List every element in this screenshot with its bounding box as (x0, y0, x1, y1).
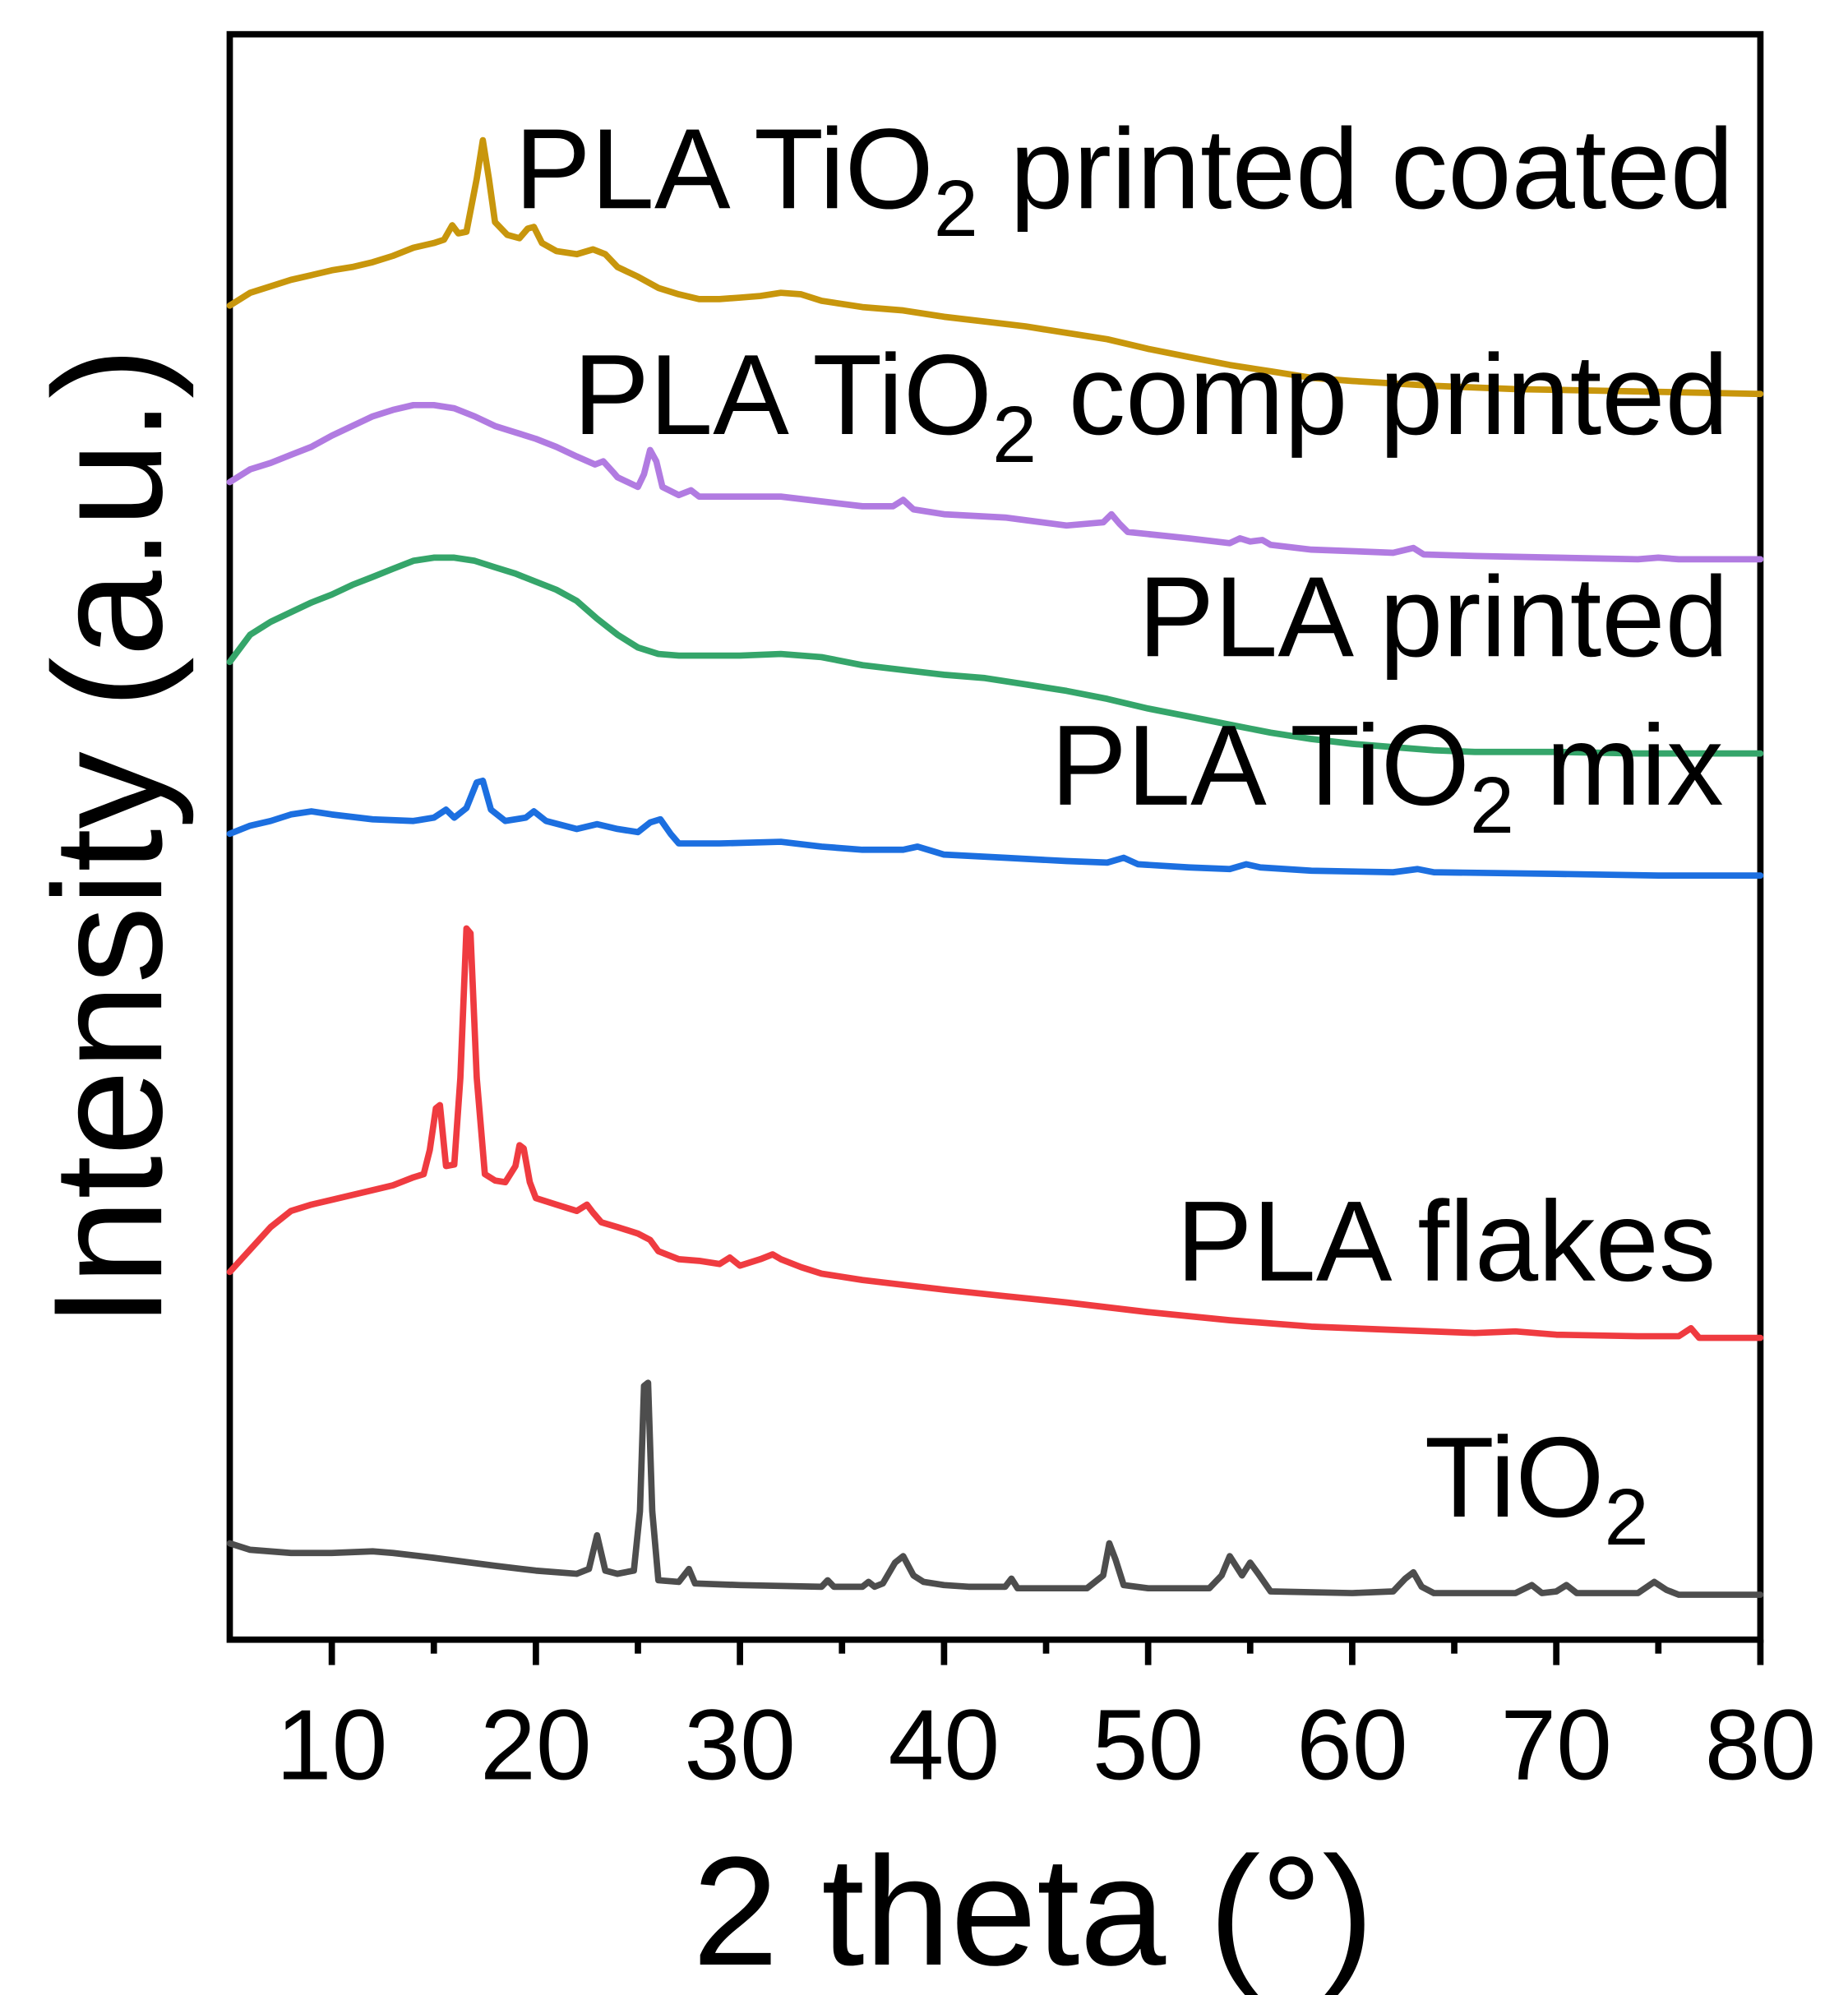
series-line-3 (226, 554, 1764, 757)
series-line-4 (226, 401, 1764, 563)
x-tick-label: 60 (1296, 1689, 1408, 1801)
series-layer (226, 136, 1764, 1598)
series-label-1: PLA flakes (1176, 1178, 1716, 1305)
plot-frame (226, 30, 1764, 1643)
plot-area (226, 30, 1764, 1643)
series-label-subscript: 2 (1470, 760, 1514, 850)
y-axis-title: Intensity (a.u.) (21, 347, 194, 1328)
x-axis-title: 2 theta (°) (692, 1824, 1374, 1995)
series-label-rest: mix (1514, 702, 1724, 829)
series-label-main: PLA TiO (1051, 702, 1470, 829)
series-label-main: PLA printed (1138, 553, 1728, 681)
series-label-3: PLA printed (1138, 553, 1728, 681)
x-tick-label: 30 (684, 1689, 796, 1801)
series-line-0 (226, 1379, 1764, 1598)
series-label-main: PLA TiO (515, 105, 934, 233)
x-tick-label: 40 (889, 1689, 1000, 1801)
x-tick-label: 20 (480, 1689, 592, 1801)
series-label-0: TiO2 (1425, 1414, 1649, 1562)
series-label-subscript: 2 (934, 164, 978, 253)
series-line-5 (226, 136, 1764, 398)
series-label-subscript: 2 (1604, 1472, 1648, 1562)
series-label-4: PLA TiO2 comp printed (573, 331, 1729, 479)
x-tick-label: 50 (1093, 1689, 1204, 1801)
series-label-5: PLA TiO2 printed coated (515, 105, 1734, 253)
x-axis: 10 20 30 40 50 60 70 80 (276, 1639, 1817, 1801)
x-tick-label: 80 (1705, 1689, 1817, 1801)
series-label-rest: printed coated (978, 105, 1734, 233)
series-label-2: PLA TiO2 mix (1051, 702, 1723, 850)
series-line-1 (226, 925, 1764, 1342)
x-tick-label: 10 (276, 1689, 388, 1801)
series-label-subscript: 2 (992, 390, 1037, 479)
series-label-main: PLA flakes (1176, 1178, 1716, 1305)
x-tick-label: 70 (1500, 1689, 1612, 1801)
series-label-main: TiO (1425, 1414, 1605, 1541)
series-label-main: PLA TiO (573, 331, 992, 459)
series-label-rest: comp printed (1037, 331, 1729, 459)
series-line-2 (226, 777, 1764, 879)
